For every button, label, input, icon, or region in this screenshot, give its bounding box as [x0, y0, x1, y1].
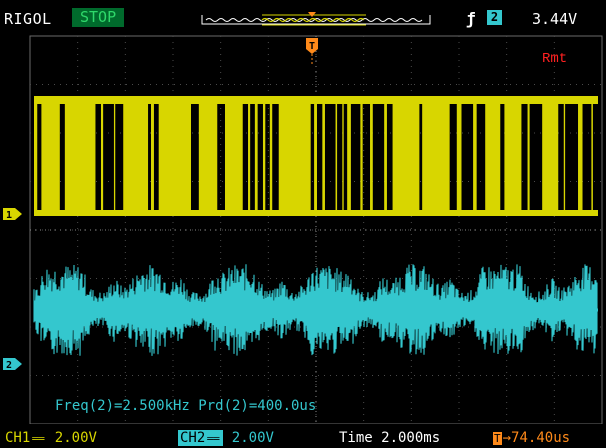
trigger-offset-icon: T	[493, 432, 502, 445]
ch1-pulse	[248, 96, 251, 216]
ch1-waveform	[34, 96, 598, 216]
timebase-readout[interactable]: Time 2.000ms	[339, 430, 441, 446]
ch1-pulse	[150, 96, 154, 216]
ch2-scale-readout[interactable]: CH2 ══ 2.00V	[178, 430, 274, 446]
ch1-pulse	[591, 96, 593, 216]
ch1-pulse	[342, 96, 344, 216]
ch1-pulse	[392, 96, 420, 216]
memory-trigger-marker-icon	[308, 12, 316, 17]
ch2-waveform	[33, 264, 598, 356]
status-bar: RIGOL STOP ƒ 2 3.44V	[0, 0, 606, 34]
ch1-pulse	[198, 96, 218, 216]
ch2-coupling-icon: ══	[207, 434, 220, 445]
ch1-pulse	[347, 96, 351, 216]
ch1-pulse	[422, 96, 450, 216]
ch1-pulse	[370, 96, 373, 216]
ch2-label: CH2	[180, 430, 206, 446]
memory-depth-indicator	[201, 12, 431, 26]
svg-text:2: 2	[6, 360, 12, 371]
ch1-pulse	[262, 96, 266, 216]
trigger-edge-icon: ƒ	[466, 9, 476, 28]
ch1-pulse	[269, 96, 273, 216]
ch1-pulse	[322, 96, 325, 216]
run-state-badge[interactable]: STOP	[72, 8, 125, 27]
measurement-readout: Freq(2)=2.500kHz Prd(2)=400.0us	[55, 398, 317, 414]
ch1-pulse	[224, 96, 243, 216]
ch1-scale: 2.00V	[54, 430, 97, 446]
ch1-scale-readout[interactable]: CH1 ══ 2.00V	[5, 430, 97, 446]
ch1-pulse	[100, 96, 104, 216]
ch1-pulse	[113, 96, 116, 216]
ch1-pulse	[473, 96, 477, 216]
ch1-pulse	[123, 96, 149, 216]
ch1-pulse	[314, 96, 317, 216]
ch2-scale: 2.00V	[231, 430, 274, 446]
ch1-pulse	[360, 96, 363, 216]
ch1-pulse	[456, 96, 462, 216]
ch1-pulse	[34, 96, 38, 216]
ch1-pulse	[278, 96, 311, 216]
brand-logo: RIGOL	[4, 10, 52, 28]
ch1-pulse	[578, 96, 583, 216]
trigger-position-marker-icon: T	[306, 38, 318, 66]
svg-text:1: 1	[6, 210, 12, 221]
ch1-ground-marker-icon: 1	[3, 208, 22, 221]
ch1-pulse	[542, 96, 559, 216]
remote-indicator: Rmt	[542, 51, 567, 67]
ch1-pulse	[158, 96, 192, 216]
ch2-trace	[33, 264, 598, 356]
center-axes	[30, 36, 602, 424]
ch1-pulse	[335, 96, 338, 216]
ch2-ground-marker-icon: 2	[3, 358, 22, 371]
trigger-offset-value: →74.40us	[502, 430, 571, 446]
ch1-coupling-icon: ══	[32, 434, 45, 445]
ch1-pulse	[527, 96, 530, 216]
trigger-level-readout: 3.44V	[532, 10, 578, 28]
ch1-pulse	[563, 96, 566, 216]
ch1-pulse	[384, 96, 387, 216]
ch1-pulse	[504, 96, 522, 216]
ch1-label: CH1	[5, 430, 31, 446]
ch1-pulse	[485, 96, 501, 216]
settings-bar: CH1 ══ 2.00V CH2 ══ 2.00V Time 2.000ms T →7…	[0, 424, 606, 448]
svg-text:T: T	[309, 41, 315, 52]
ch1-pulse	[254, 96, 258, 216]
ch1-pulse	[64, 96, 96, 216]
trigger-source-badge: 2	[487, 10, 502, 25]
ch1-pulse	[41, 96, 60, 216]
waveform-display: T Rmt 1 2	[0, 34, 606, 424]
trigger-offset-readout[interactable]: T →74.40us	[493, 430, 570, 446]
